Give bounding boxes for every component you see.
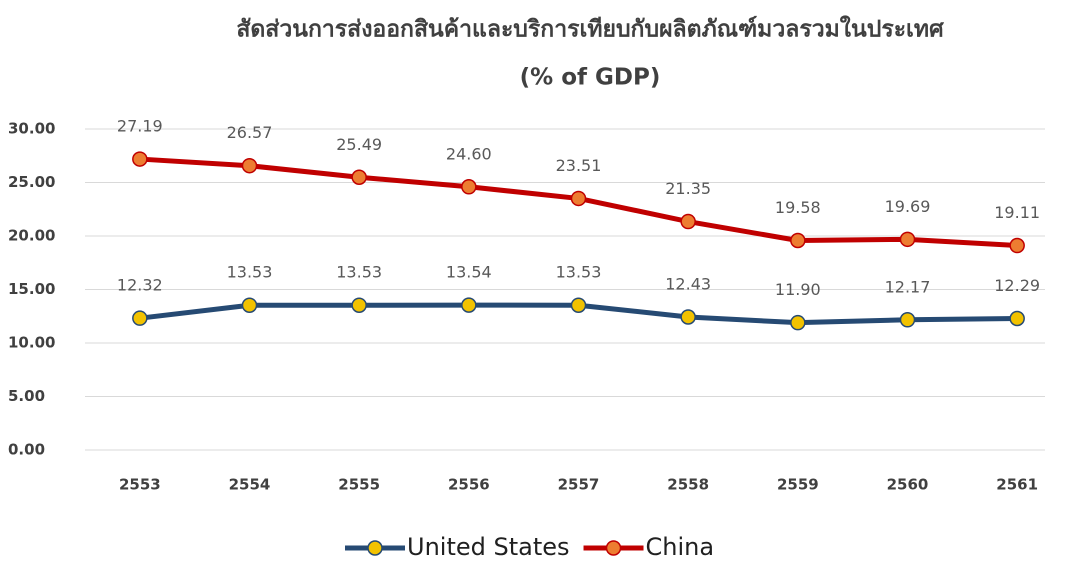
data-label: 24.60 (446, 144, 492, 163)
point-marker (241, 297, 258, 313)
point-marker (132, 310, 148, 326)
data-label: 13.53 (227, 263, 273, 282)
data-label: 19.58 (775, 198, 821, 217)
data-label: 12.29 (994, 276, 1040, 295)
data-label: 11.90 (775, 280, 821, 299)
point-marker (899, 231, 916, 248)
y-tick-label: 20.00 (8, 227, 55, 245)
legend-marker (605, 540, 622, 556)
point-marker (790, 232, 806, 249)
x-tick-label: 2558 (667, 476, 709, 494)
data-label: 12.17 (885, 277, 931, 296)
y-tick-label: 5.00 (8, 387, 45, 405)
point-marker (570, 297, 587, 313)
point-marker (132, 151, 148, 167)
point-marker (241, 157, 258, 174)
data-label: 19.69 (885, 197, 931, 216)
x-tick-label: 2554 (229, 476, 271, 494)
point-marker (1009, 310, 1025, 327)
legend-label: China (646, 533, 715, 561)
point-marker (680, 213, 696, 230)
chart-subtitle: (% of GDP) (520, 65, 661, 91)
x-tick-label: 2560 (887, 476, 929, 494)
y-tick-label: 25.00 (8, 173, 55, 191)
point-marker (570, 190, 587, 207)
x-tick-label: 2559 (777, 476, 819, 494)
data-label: 13.53 (336, 263, 382, 282)
data-label: 27.19 (117, 117, 163, 136)
data-label: 25.49 (336, 135, 382, 154)
x-tick-label: 2553 (119, 476, 161, 494)
point-marker (461, 297, 477, 313)
data-label: 12.43 (665, 274, 711, 293)
y-tick-label: 10.00 (8, 334, 55, 352)
point-marker (790, 314, 806, 331)
y-tick-label: 15.00 (8, 280, 55, 298)
data-label: 13.53 (556, 263, 602, 282)
legend-label: United States (407, 533, 570, 561)
x-tick-label: 2555 (338, 476, 380, 494)
data-label: 12.32 (117, 276, 163, 295)
point-marker (899, 312, 916, 328)
legend-marker (367, 540, 383, 556)
data-label: 26.57 (227, 123, 273, 142)
point-marker (1009, 237, 1025, 254)
point-marker (461, 179, 477, 195)
data-label: 19.11 (994, 203, 1040, 222)
y-tick-label: 30.00 (8, 120, 55, 138)
chart-title: สัดส่วนการส่งออกสินค้าและบริการเทียบกับผ… (236, 15, 944, 43)
y-tick-label: 0.00 (8, 441, 45, 459)
x-tick-label: 2556 (448, 476, 490, 494)
x-tick-label: 2561 (996, 476, 1038, 494)
x-tick-label: 2557 (558, 476, 600, 494)
data-label: 13.54 (446, 263, 492, 282)
data-label: 21.35 (665, 179, 711, 198)
point-marker (351, 169, 367, 186)
point-marker (351, 297, 367, 313)
data-label: 23.51 (556, 156, 602, 175)
point-marker (680, 309, 696, 325)
